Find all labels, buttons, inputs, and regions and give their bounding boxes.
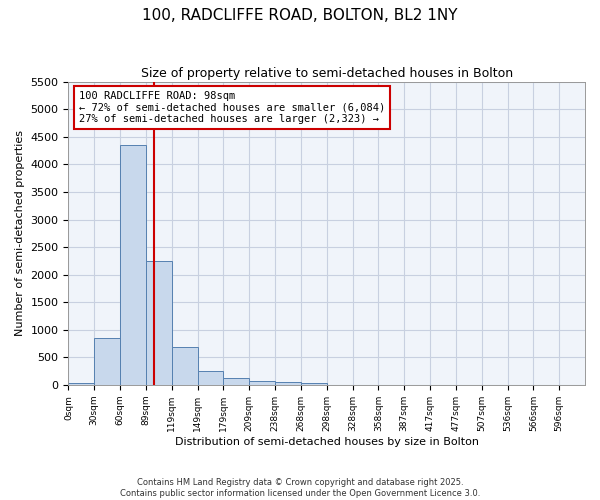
Bar bbox=[301, 383, 327, 385]
Bar bbox=[146, 261, 172, 385]
Text: 100 RADCLIFFE ROAD: 98sqm
← 72% of semi-detached houses are smaller (6,084)
27% : 100 RADCLIFFE ROAD: 98sqm ← 72% of semi-… bbox=[79, 91, 385, 124]
Bar bbox=[249, 381, 275, 385]
Title: Size of property relative to semi-detached houses in Bolton: Size of property relative to semi-detach… bbox=[140, 68, 513, 80]
X-axis label: Distribution of semi-detached houses by size in Bolton: Distribution of semi-detached houses by … bbox=[175, 436, 479, 446]
Bar bbox=[275, 382, 301, 385]
Text: 100, RADCLIFFE ROAD, BOLTON, BL2 1NY: 100, RADCLIFFE ROAD, BOLTON, BL2 1NY bbox=[142, 8, 458, 22]
Bar bbox=[172, 348, 197, 385]
Bar bbox=[94, 338, 120, 385]
Bar bbox=[68, 384, 94, 385]
Bar bbox=[197, 370, 223, 385]
Y-axis label: Number of semi-detached properties: Number of semi-detached properties bbox=[15, 130, 25, 336]
Bar bbox=[120, 145, 146, 385]
Bar bbox=[223, 378, 249, 385]
Text: Contains HM Land Registry data © Crown copyright and database right 2025.
Contai: Contains HM Land Registry data © Crown c… bbox=[120, 478, 480, 498]
